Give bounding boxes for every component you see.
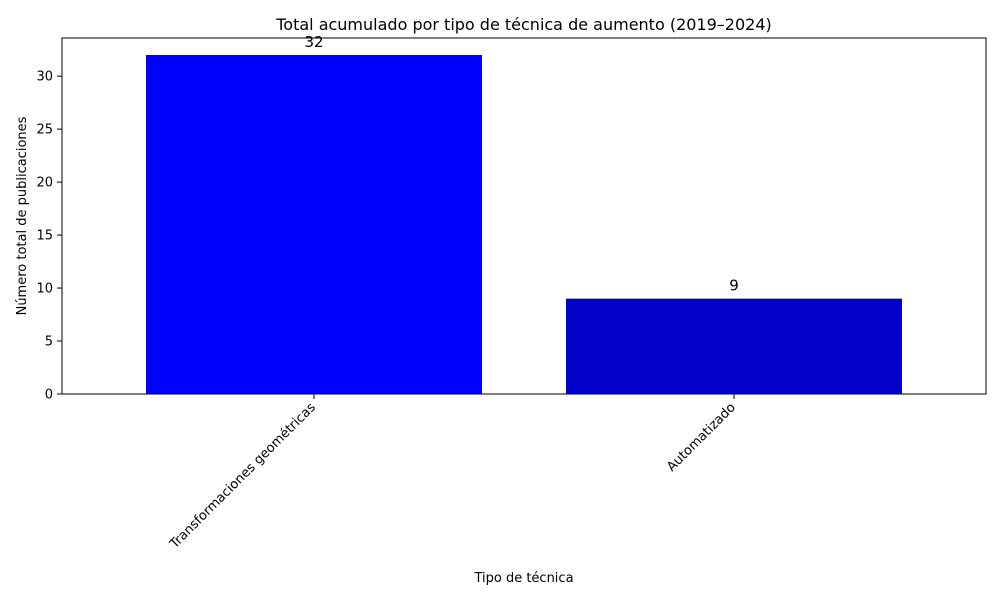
x-axis-label: Tipo de técnica — [473, 571, 573, 586]
y-tick-label: 15 — [36, 229, 53, 244]
plot-frame — [61, 37, 987, 395]
y-tick-label: 30 — [36, 70, 53, 85]
y-tick-label: 20 — [36, 176, 53, 191]
bar — [146, 54, 482, 394]
x-tick-label: Automatizado — [664, 400, 739, 475]
y-axis-label: Número total de publicaciones — [15, 116, 30, 315]
bar-value-label: 32 — [304, 33, 323, 51]
x-tick-label: Transformaciones geométricas — [167, 400, 319, 552]
y-tick-label: 5 — [45, 335, 53, 350]
y-axis: 0 5 10 15 20 25 30 — [36, 70, 62, 403]
y-tick-label: 10 — [36, 282, 53, 297]
bar-value-label: 9 — [729, 277, 739, 295]
y-tick-label: 25 — [36, 123, 53, 138]
chart-title: Total acumulado por tipo de técnica de a… — [275, 15, 772, 34]
x-axis: Transformaciones geométricas Automatizado — [167, 394, 739, 552]
y-tick-label: 0 — [45, 388, 53, 403]
bars-group: 32 9 — [146, 33, 902, 394]
bar — [566, 298, 902, 394]
